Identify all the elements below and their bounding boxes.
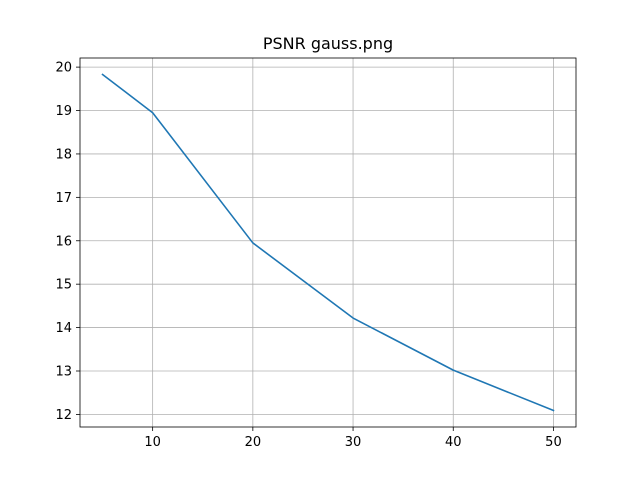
y-tick-label: 12 (55, 408, 72, 423)
x-tick-label: 30 (345, 435, 362, 450)
x-tick-label: 40 (445, 435, 462, 450)
y-tick-label: 19 (55, 104, 72, 119)
y-tick-label: 13 (55, 364, 72, 379)
y-tick-label: 15 (55, 278, 72, 293)
series-layer (101, 73, 555, 412)
chart-title: PSNR gauss.png (263, 34, 393, 53)
y-tick-label: 17 (55, 191, 72, 206)
grid-lines (80, 58, 576, 427)
series-line (101, 73, 555, 412)
y-tick-label: 20 (55, 61, 72, 76)
y-tick-label: 18 (55, 147, 72, 162)
y-tick-label: 14 (55, 321, 72, 336)
plot-frame (79, 57, 577, 428)
y-tick-label: 16 (55, 234, 72, 249)
x-tick-label: 10 (144, 435, 161, 450)
x-tick-label: 50 (545, 435, 562, 450)
axes: 10 20 30 40 50 12 13 14 15 16 17 18 19 20 (55, 57, 577, 450)
x-tick-label: 20 (245, 435, 262, 450)
